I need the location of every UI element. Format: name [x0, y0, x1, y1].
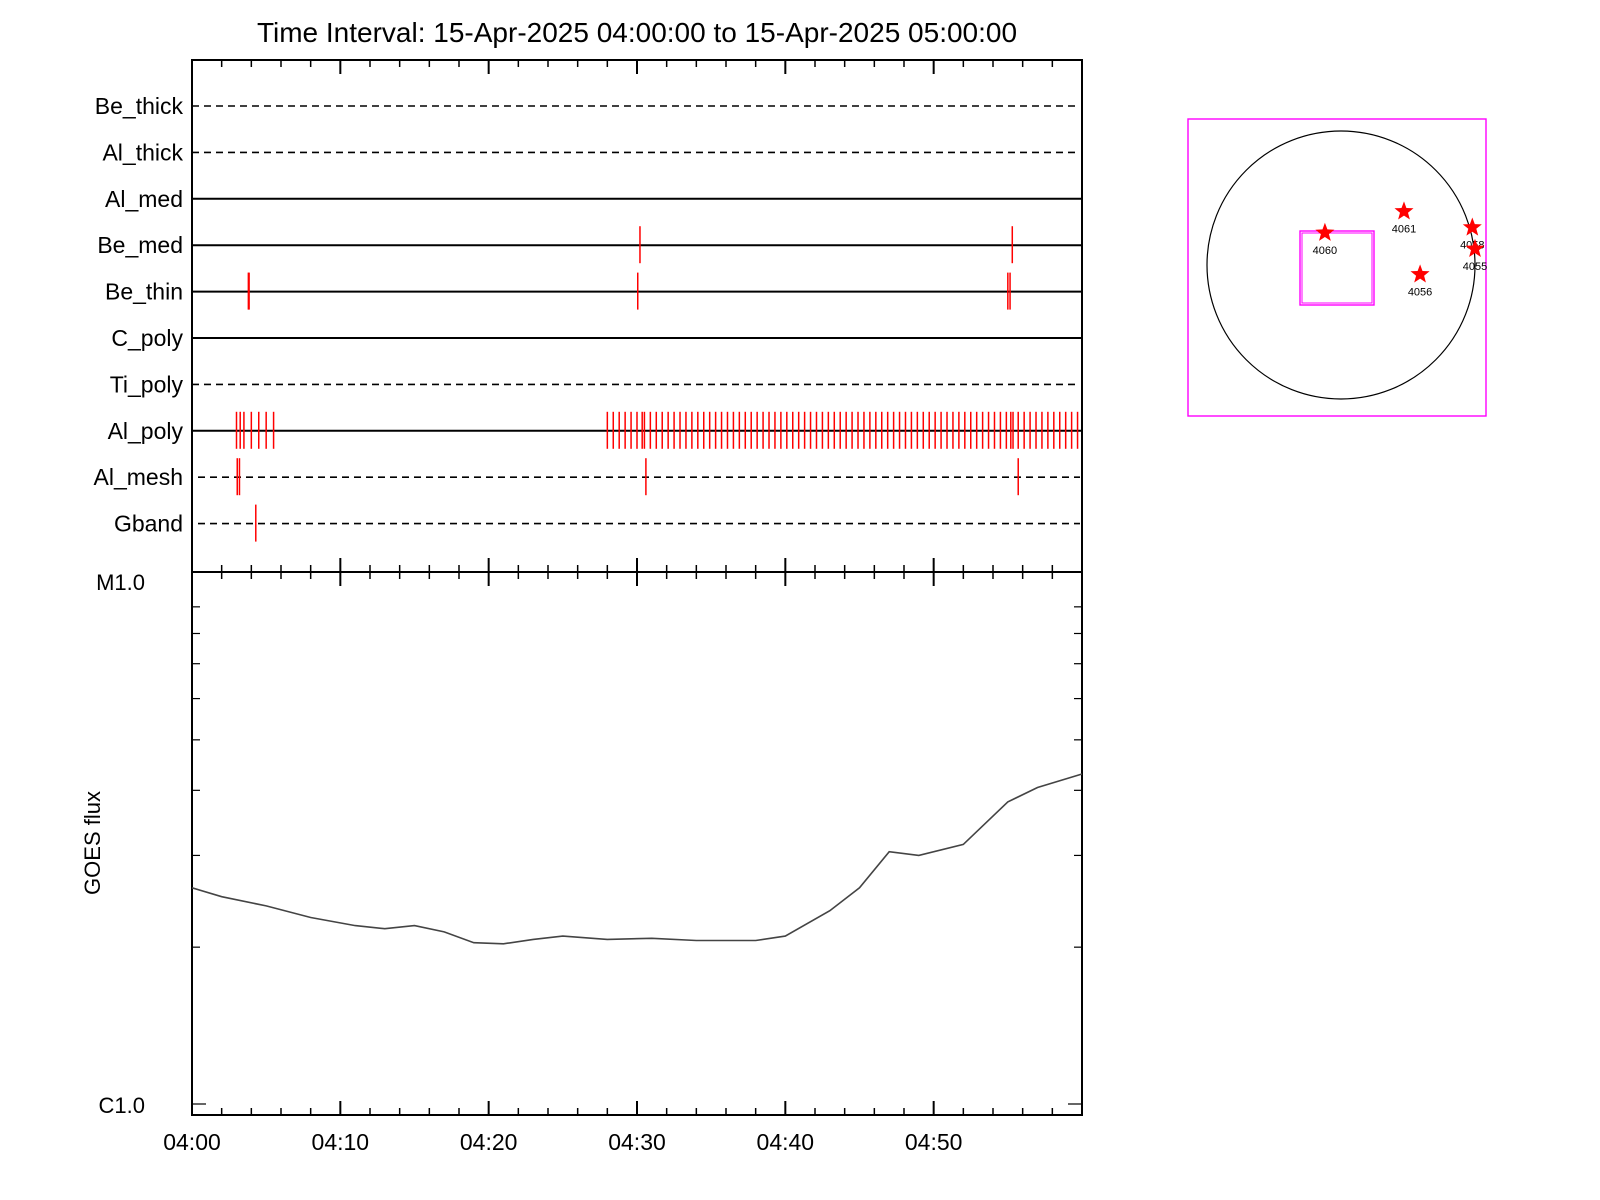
region-label-4056: 4056: [1408, 286, 1432, 298]
field-of-view-box: [1299, 230, 1375, 306]
chart-title: Time Interval: 15-Apr-2025 04:00:00 to 1…: [257, 17, 1017, 48]
region-star-4061: [1394, 201, 1414, 220]
row-label-al_med: Al_med: [105, 186, 183, 212]
locator-frame: [1187, 118, 1487, 417]
x-tick-label: 04:50: [905, 1129, 963, 1155]
region-label-4055: 4055: [1463, 261, 1487, 273]
goes-panel: M1.0 C1.0 GOES flux 04:00 04:10 04:20 04:30…: [80, 570, 1083, 1155]
row-label-ti_poly: Ti_poly: [110, 371, 184, 397]
goes-frame: [191, 571, 1083, 1116]
goes-ticks: [191, 572, 1083, 1115]
y-tick-label-top: M1.0: [96, 570, 145, 595]
region-star-4060: [1315, 222, 1335, 241]
row-label-c_poly: C_poly: [111, 325, 183, 351]
region-star-4058: [1462, 217, 1482, 236]
field-of-view-box-inner: [1301, 232, 1373, 304]
row-label-be_thin: Be_thin: [105, 279, 183, 305]
timeline-frame: [191, 59, 1083, 573]
row-label-gband: Gband: [114, 511, 183, 537]
y-tick-label-bottom: C1.0: [99, 1093, 145, 1118]
timeline-ticks: [191, 60, 1083, 572]
x-tick-labels: 04:00 04:10 04:20 04:30 04:40 04:50: [163, 1129, 962, 1155]
goes-flux-line: [191, 773, 1083, 945]
row-label-al_thick: Al_thick: [102, 139, 183, 165]
x-tick-label: 04:00: [163, 1129, 221, 1155]
x-tick-label: 04:40: [757, 1129, 815, 1155]
x-tick-label: 04:20: [460, 1129, 518, 1155]
row-label-be_thick: Be_thick: [95, 93, 184, 119]
solar-disk: [1206, 130, 1476, 400]
y-axis-label: GOES flux: [80, 791, 105, 895]
row-label-al_mesh: Al_mesh: [94, 464, 183, 490]
region-label-4061: 4061: [1392, 223, 1416, 235]
x-tick-label: 04:10: [312, 1129, 370, 1155]
region-star-4055: [1465, 238, 1485, 257]
timeline-panel: Be_thick Al_thick Al_med Be_med Be_thin C_pol…: [94, 59, 1083, 573]
region-star-4056: [1410, 264, 1430, 283]
x-tick-label: 04:30: [608, 1129, 666, 1155]
row-label-al_poly: Al_poly: [108, 418, 184, 444]
region-label-4060: 4060: [1313, 245, 1337, 257]
timeline-rows: Be_thick Al_thick Al_med Be_med Be_thin C_pol…: [94, 93, 1082, 542]
row-label-be_med: Be_med: [97, 232, 183, 258]
